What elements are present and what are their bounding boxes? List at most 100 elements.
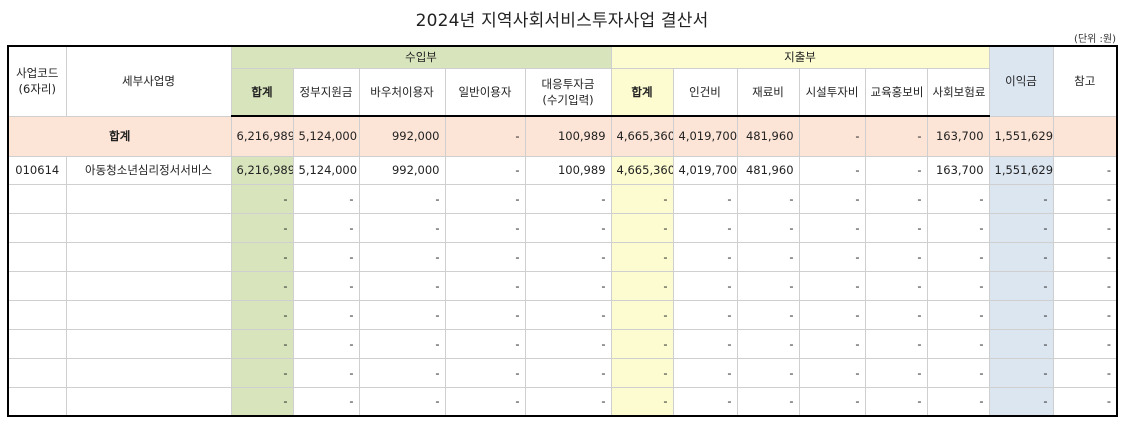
- header-name: 세부사업명: [65, 45, 232, 117]
- total-cell: 163,700: [926, 115, 990, 157]
- total-cell: 481,960: [736, 115, 800, 157]
- header-expense-total: 합계: [610, 67, 674, 117]
- row-cell: -: [1052, 270, 1118, 301]
- row-cell: -: [444, 212, 526, 243]
- row-cell: -: [358, 212, 446, 243]
- row-cell: -: [444, 241, 526, 272]
- row-cell: -: [736, 386, 800, 417]
- row-cell: -: [292, 270, 360, 301]
- row-cell: -: [988, 270, 1054, 301]
- row-cell: 163,700: [926, 155, 990, 185]
- row-cell: -: [798, 270, 866, 301]
- table-row: -------------: [7, 386, 1118, 417]
- row-cell: 4,665,360: [610, 155, 674, 185]
- row-cell: -: [230, 212, 294, 243]
- row-cell: -: [1052, 328, 1118, 359]
- row-cell: -: [926, 299, 990, 330]
- row-cell: -: [736, 299, 800, 330]
- row-code: [7, 183, 67, 214]
- row-cell: -: [358, 299, 446, 330]
- row-cell: -: [988, 212, 1054, 243]
- total-cell: -: [864, 115, 928, 157]
- row-cell: 992,000: [358, 155, 446, 185]
- row-cell: -: [798, 357, 866, 388]
- row-cell: -: [292, 241, 360, 272]
- row-cell: -: [798, 155, 866, 185]
- header-note: 참고: [1052, 45, 1118, 117]
- row-cell: -: [358, 270, 446, 301]
- row-cell: -: [610, 270, 674, 301]
- row-cell: -: [864, 155, 928, 185]
- row-cell: -: [610, 386, 674, 417]
- row-cell: -: [524, 270, 612, 301]
- row-cell: -: [1052, 299, 1118, 330]
- row-cell: -: [444, 328, 526, 359]
- row-cell: -: [864, 241, 928, 272]
- total-cell: 992,000: [358, 115, 446, 157]
- row-cell: -: [292, 357, 360, 388]
- header-income: 수입부: [230, 45, 612, 69]
- row-cell: -: [230, 241, 294, 272]
- total-cell: 4,665,360: [610, 115, 674, 157]
- row-cell: -: [358, 386, 446, 417]
- row-cell: -: [988, 183, 1054, 214]
- row-cell: -: [292, 183, 360, 214]
- header-expense: 지출부: [610, 45, 990, 69]
- row-cell: -: [798, 328, 866, 359]
- total-cell: [1052, 115, 1118, 157]
- row-cell: -: [864, 270, 928, 301]
- row-cell: -: [524, 357, 612, 388]
- row-cell: -: [230, 299, 294, 330]
- row-cell: -: [926, 241, 990, 272]
- header-income-total: 합계: [230, 67, 294, 117]
- row-cell: -: [610, 357, 674, 388]
- header-profit: 이익금: [988, 45, 1054, 117]
- total-label: 합계: [7, 115, 232, 157]
- row-cell: -: [864, 299, 928, 330]
- row-cell: 6,216,989: [230, 155, 294, 185]
- row-cell: -: [444, 299, 526, 330]
- settlement-table: 사업코드 (6자리) 세부사업명 수입부 지출부 이익금 참고 합계 정부지원금…: [7, 45, 1119, 417]
- row-cell: -: [524, 212, 612, 243]
- row-cell: 4,019,700: [672, 155, 738, 185]
- row-cell: 481,960: [736, 155, 800, 185]
- header-facility: 시설투자비: [798, 67, 866, 117]
- row-cell: -: [926, 386, 990, 417]
- row-name: [65, 270, 232, 301]
- row-cell: -: [798, 183, 866, 214]
- row-cell: -: [988, 386, 1054, 417]
- table-row: -------------: [7, 357, 1118, 388]
- row-cell: -: [524, 241, 612, 272]
- row-cell: -: [1052, 212, 1118, 243]
- row-cell: -: [358, 357, 446, 388]
- row-cell: -: [864, 386, 928, 417]
- total-cell: 6,216,989: [230, 115, 294, 157]
- header-insurance: 사회보험료: [926, 67, 990, 117]
- row-cell: -: [610, 299, 674, 330]
- row-name: [65, 357, 232, 388]
- row-cell: -: [672, 183, 738, 214]
- row-cell: -: [358, 183, 446, 214]
- row-cell: -: [926, 357, 990, 388]
- row-cell: -: [1052, 183, 1118, 214]
- row-code: [7, 212, 67, 243]
- page-title: 2024년 지역사회서비스투자사업 결산서: [415, 11, 709, 31]
- row-cell: -: [230, 270, 294, 301]
- row-cell: 5,124,000: [292, 155, 360, 185]
- row-code: 010614: [7, 155, 67, 185]
- row-cell: -: [610, 241, 674, 272]
- row-cell: -: [672, 328, 738, 359]
- row-cell: -: [444, 357, 526, 388]
- row-cell: -: [292, 328, 360, 359]
- row-cell: -: [798, 212, 866, 243]
- row-cell: -: [230, 183, 294, 214]
- row-cell: -: [292, 386, 360, 417]
- row-cell: -: [926, 212, 990, 243]
- total-cell: 5,124,000: [292, 115, 360, 157]
- row-cell: -: [230, 328, 294, 359]
- row-name: [65, 386, 232, 417]
- row-cell: -: [736, 212, 800, 243]
- row-cell: -: [610, 212, 674, 243]
- total-cell: 100,989: [524, 115, 612, 157]
- row-cell: -: [926, 183, 990, 214]
